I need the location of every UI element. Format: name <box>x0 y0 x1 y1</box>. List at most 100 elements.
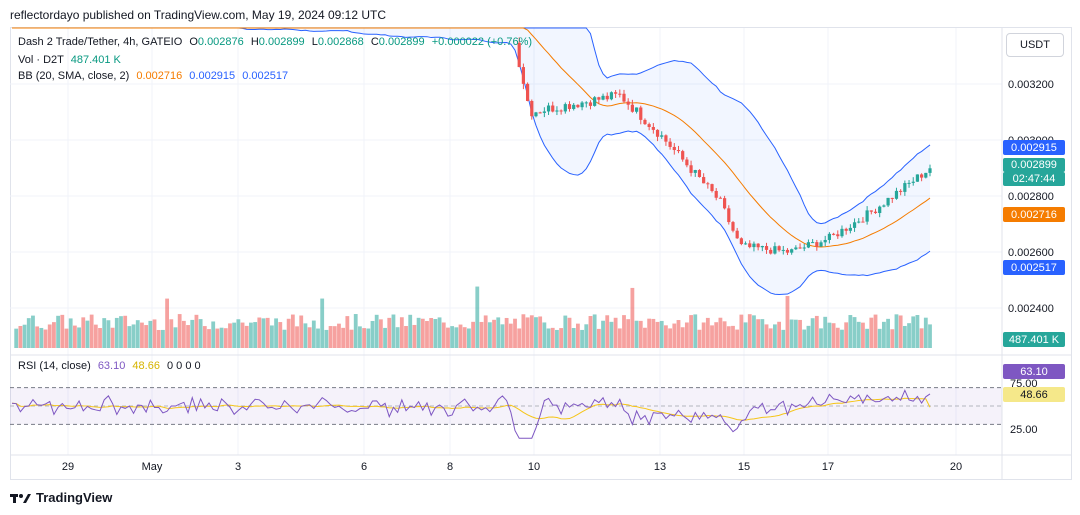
bb-band-fill <box>12 28 930 295</box>
low-value: 0.002868 <box>317 36 364 48</box>
time-tick-label: 13 <box>654 461 666 473</box>
volume-legend[interactable]: Vol · D2T 487.401 K <box>18 54 121 66</box>
volume-bar <box>106 320 111 348</box>
volume-bar <box>416 317 421 348</box>
volume-bar <box>249 322 253 348</box>
volume-bar <box>475 286 480 348</box>
volume-bar <box>114 317 119 348</box>
change-value: +0.000022 (+0.76%) <box>431 36 533 48</box>
volume-bar <box>165 298 169 348</box>
volume-bar <box>81 317 86 348</box>
volume-bar <box>56 315 61 348</box>
volume-bar <box>777 321 781 348</box>
volume-bar <box>26 318 31 348</box>
volume-bar <box>613 317 618 348</box>
candle-body <box>580 102 584 108</box>
volume-bar <box>861 322 865 348</box>
candle-body <box>790 249 794 253</box>
volume-bar <box>462 327 467 348</box>
volume-bar <box>332 326 337 348</box>
volume-bar <box>349 329 354 348</box>
candle-body <box>731 222 735 231</box>
volume-bar <box>773 324 777 348</box>
candle-body <box>806 242 811 248</box>
candle-body <box>639 107 643 120</box>
volume-bar <box>18 325 23 348</box>
volume-bar <box>290 314 295 348</box>
volume-bar <box>638 320 643 348</box>
candle-body <box>672 146 676 151</box>
time-tick-label: 10 <box>528 461 540 473</box>
rsi-ma-tag: 48.66 <box>1003 387 1065 402</box>
rsi-label: RSI (14, close) <box>18 360 91 372</box>
volume-bar <box>135 320 140 348</box>
candle-body <box>538 112 542 114</box>
currency-button[interactable]: USDT <box>1006 33 1064 57</box>
bb-basis-line <box>12 27 931 248</box>
volume-bar <box>253 322 258 348</box>
volume-bar <box>559 328 564 348</box>
volume-bar <box>580 329 584 348</box>
symbol-legend[interactable]: Dash 2 Trade/Tether, 4h, GATEIO O0.00287… <box>18 36 532 48</box>
volume-bar <box>764 324 769 348</box>
volume-bar <box>588 316 593 348</box>
volume-bar <box>831 323 836 348</box>
volume-label: Vol · D2T <box>18 54 64 66</box>
volume-bar <box>793 319 798 348</box>
volume-bar <box>395 327 400 348</box>
candle-body <box>899 190 903 192</box>
candle-body <box>907 182 911 184</box>
volume-bar <box>626 319 631 348</box>
candle-body <box>735 230 739 239</box>
volume-bar <box>52 322 56 348</box>
volume-bar <box>156 329 161 348</box>
candle-body <box>576 104 580 108</box>
volume-bar <box>534 317 538 348</box>
candle-body <box>890 197 894 199</box>
volume-bar <box>47 324 52 348</box>
last-price-tag: 0.002899 <box>1003 158 1065 172</box>
volume-bar <box>404 326 408 348</box>
tradingview-logo[interactable]: TradingView <box>10 490 112 505</box>
volume-bar <box>286 318 291 348</box>
volume-bar <box>102 318 107 348</box>
candle-body <box>739 238 743 245</box>
volume-bar <box>387 317 392 348</box>
time-tick-label: 15 <box>738 461 750 473</box>
rsi-legend[interactable]: RSI (14, close) 63.10 48.66 0 0 0 0 <box>18 360 201 372</box>
candle-body <box>861 221 865 223</box>
volume-bar <box>429 317 434 348</box>
lower-band-tag: 0.002517 <box>1003 260 1065 275</box>
volume-bar <box>672 323 677 348</box>
symbol-name: Dash 2 Trade/Tether, 4h, GATEIO <box>18 36 183 48</box>
volume-bar <box>420 318 425 348</box>
volume-bar <box>743 322 748 348</box>
volume-bar <box>161 329 165 348</box>
candle-body <box>714 190 718 198</box>
volume-bar <box>928 324 932 348</box>
volume-bar <box>282 329 287 348</box>
volume-bar <box>680 327 685 348</box>
volume-bar <box>458 324 463 348</box>
volume-bar <box>307 327 312 348</box>
volume-bar <box>295 326 299 348</box>
volume-bar <box>232 322 237 348</box>
volume-bar <box>919 328 924 348</box>
volume-bar <box>915 315 920 348</box>
volume-bar <box>144 325 149 348</box>
candle-body <box>567 104 572 109</box>
volume-bar <box>194 314 199 348</box>
candle-body <box>563 104 567 112</box>
volume-bar <box>181 320 186 348</box>
volume-bar <box>72 325 77 348</box>
candle-body <box>651 126 655 130</box>
volume-bar <box>152 319 157 348</box>
volume-bar <box>643 327 647 348</box>
candle-body <box>794 247 798 250</box>
volume-bar <box>64 328 69 348</box>
bb-legend[interactable]: BB (20, SMA, close, 2) 0.002716 0.002915… <box>18 70 288 82</box>
time-tick-label: 6 <box>361 461 367 473</box>
volume-bar <box>840 329 844 348</box>
volume-bar <box>93 324 98 348</box>
